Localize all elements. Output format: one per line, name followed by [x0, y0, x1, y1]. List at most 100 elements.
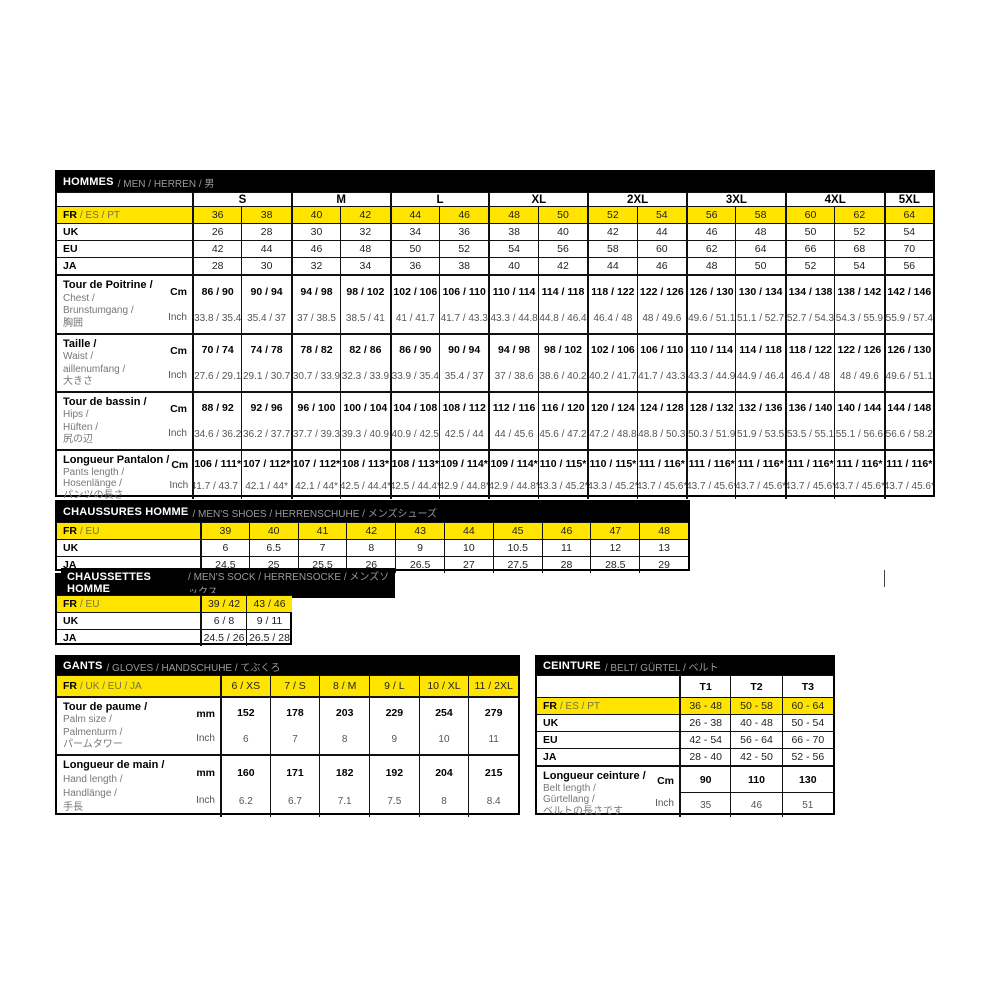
size-cell: 26 [346, 556, 396, 573]
measurement-cell: 108 / 112 42.5 / 44 [439, 391, 489, 449]
size-cell: 54 [883, 223, 933, 240]
value-inch: 43.7 / 45.6* [784, 480, 835, 492]
value-cm: 108 / 112 [442, 402, 486, 415]
value-inch: 11 [488, 733, 499, 745]
value-cm: 94 / 98 [498, 344, 531, 357]
belt-table: CEINTURE / BELT/ GÜRTEL / ベルト T1 T2 T3 FR / ES… [535, 655, 835, 817]
value-inch: 46.4 / 48 [593, 312, 633, 324]
value-cm: 144 / 148 [887, 402, 932, 415]
belt-length-cm: 130 [781, 765, 833, 792]
belt-length-inch: 35 [679, 792, 731, 817]
row-label-UK: UK [57, 223, 192, 240]
row-label-main: UK [63, 615, 79, 627]
size-cell: 42 [192, 240, 242, 257]
measurement-cell: 203 8 [319, 696, 369, 754]
row-label-main: JA [63, 632, 77, 644]
value-inch: 6.2 [238, 795, 253, 807]
glove-size-cell: 6 / XS [220, 675, 270, 696]
row-label-suffix: / ES / PT [560, 700, 601, 712]
measurement-cell: 215 8.4 [468, 754, 518, 817]
row-label-main: JA [543, 751, 557, 763]
measurement-cell: 171 6.7 [269, 754, 320, 817]
value-inch: 37.7 / 39.3 [292, 428, 341, 440]
measurement-cell: 178 7 [269, 696, 320, 754]
size-cell: 28 [241, 223, 291, 240]
measurement-name-line: パンツの長さ [63, 490, 124, 499]
value-cm: 124 / 128 [639, 402, 684, 415]
measurement-cell: 108 / 113* 42.5 / 44.4* [340, 449, 390, 499]
value-inch: 41 / 41.7 [395, 312, 435, 324]
glove-size-cell: 8 / M [319, 675, 369, 696]
measurement-name-line: ベルトの長さです [543, 806, 623, 817]
size-cell: 50 [735, 257, 785, 274]
size-cell: 54 [488, 240, 538, 257]
value-cm: 134 / 138 [788, 285, 833, 298]
value-cm: 128 / 132 [689, 402, 734, 415]
size-cell: 48 [639, 522, 688, 539]
size-cell: 42 [587, 223, 637, 240]
value-cm: 132 / 136 [738, 402, 783, 415]
belt-cell: 50 - 54 [781, 714, 833, 731]
measurement-label: Taille / Waist / aillenumfang / 大きさ Cm Inch [57, 333, 192, 391]
men-shoes-table: CHAUSSURES HOMME / MEN'S SHOES / HERRENSC… [55, 500, 690, 573]
value-inch: 43.3 / 45.2* [587, 480, 637, 492]
measurement-cell: 111 / 116* 43.7 / 45.6* [883, 449, 933, 499]
size-group-2XL: 2XL [587, 192, 686, 206]
value-cm: 96 / 100 [297, 402, 336, 415]
value-cm: 111 / 116* [787, 458, 834, 471]
size-cell: 40 [290, 206, 341, 223]
measurement-cell: 140 / 144 55.1 / 56.6 [834, 391, 884, 449]
belt-cell: 28 - 40 [679, 748, 731, 765]
unit-bottom-label: Inch [655, 797, 674, 809]
measurement-label: Longueur de main / Hand length / Handlänge… [57, 754, 220, 817]
value-inch: 30.7 / 33.9 [292, 370, 341, 382]
size-cell: 6 [200, 539, 249, 556]
row-label-FR: FR / EU [57, 522, 200, 539]
value-inch: 7.1 [337, 795, 352, 807]
men-sizes-table: HOMMES / MEN / HERREN / 男 S M L XL 2XL 3XL 4XL 5X… [55, 170, 935, 499]
value-cm: 111 / 116* [886, 458, 933, 471]
size-cell: 10 [443, 539, 493, 556]
value-mm: 171 [286, 766, 304, 779]
size-group-5XL: 5XL [883, 192, 933, 206]
value-cm: 122 / 126 [837, 344, 882, 357]
size-cell: 46 [686, 223, 736, 240]
measurement-cell: 144 / 148 56.6 / 58.2 [883, 391, 933, 449]
measurement-cell: 182 7.1 [319, 754, 369, 817]
value-inch: 40.9 / 42.5 [391, 428, 439, 440]
size-cell: 32 [290, 257, 341, 274]
row-label-main: UK [543, 717, 559, 729]
measurement-units: Cm Inch [168, 338, 187, 388]
value-cm: 107 / 112* [292, 458, 341, 471]
value-inch: 55.1 / 56.6 [835, 428, 884, 440]
belt-length-cm: 90 [679, 765, 731, 792]
value-inch: 54.3 / 55.9 [835, 312, 884, 324]
glove-size-cell: 9 / L [369, 675, 419, 696]
value-mm: 279 [484, 707, 503, 720]
section-title-suffix: / MEN / HERREN / 男 [117, 178, 215, 190]
measurement-name-line: Waist / [63, 351, 94, 363]
measurement-name-line: 尻の辺 [63, 434, 93, 446]
size-cell: 25 [248, 556, 298, 573]
size-cell: 48 [735, 223, 785, 240]
value-cm: 86 / 90 [399, 344, 432, 357]
size-cell: 58 [735, 206, 785, 223]
measurement-cell: 111 / 116* 43.7 / 45.6* [735, 449, 785, 499]
size-cell: 26 [192, 223, 242, 240]
size-cell: 40 [248, 522, 298, 539]
value-cm: 108 / 113* [391, 458, 439, 471]
measurement-cell: 122 / 126 48 / 49.6 [834, 333, 884, 391]
size-cell: 28 [192, 257, 242, 274]
size-cell: 60 [784, 206, 835, 223]
value-cm: 114 / 118 [739, 344, 782, 357]
value-cm: 120 / 124 [590, 402, 635, 415]
measurement-cell: 111 / 116* 43.7 / 45.6* [834, 449, 884, 499]
size-cell: 64 [883, 206, 933, 223]
size-group-S: S [192, 192, 291, 206]
measurement-units: Cm Inch [169, 454, 188, 496]
measurement-cell: 107 / 112* 42.1 / 44* [290, 449, 341, 499]
value-cm: 109 / 114* [440, 458, 488, 471]
size-cell: 38 [439, 257, 489, 274]
